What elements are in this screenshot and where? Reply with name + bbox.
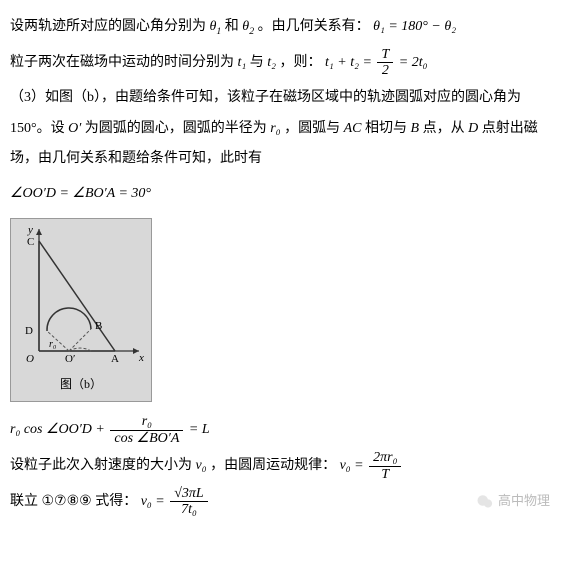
svg-text:C: C: [27, 236, 34, 248]
text: 。由几何关系有：: [258, 19, 370, 34]
fraction: r₀ cos ∠BO′A: [110, 414, 183, 446]
text: 和: [225, 19, 239, 34]
line-6: 设粒子此次入射速度的大小为 v₀ ，由圆周运动规律： v₀ = 2πr₀ T: [10, 450, 554, 482]
fraction: √3πL 7t₀: [170, 486, 207, 518]
fraction: T 2: [377, 47, 393, 79]
equation: ∠OO′D = ∠BO′A = 30°: [10, 186, 151, 201]
svg-text:O′: O′: [65, 353, 75, 365]
text: 粒子两次在磁场中运动的时间分别为: [10, 55, 234, 70]
watermark: 高中物理: [476, 487, 550, 516]
fraction: 2πr₀ T: [369, 450, 401, 482]
line-2: 粒子两次在磁场中运动的时间分别为 t₁ 与 t₂ ，则： t₁ + t₂ = T…: [10, 47, 554, 79]
figure-caption: 图（b）: [11, 369, 151, 401]
line-3: （3）如图（b），由题给条件可知，该粒子在磁场区域中的轨迹圆弧对应的圆心角为 1…: [10, 83, 554, 175]
svg-text:D: D: [25, 325, 33, 337]
watermark-text: 高中物理: [498, 487, 550, 516]
svg-text:y: y: [27, 224, 33, 236]
figure-b: y x C D B O O′ A r₀ 图（b）: [10, 218, 152, 402]
svg-text:r₀: r₀: [49, 339, 57, 350]
svg-text:A: A: [111, 353, 119, 365]
equation: θ₁ = 180° − θ₂: [373, 19, 456, 34]
wechat-icon: [476, 493, 494, 511]
line-4: ∠OO′D = ∠BO′A = 30°: [10, 179, 554, 210]
line-7: 联立 ①⑦⑧⑨ 式得： v₀ = √3πL 7t₀: [10, 486, 554, 518]
svg-text:B: B: [95, 320, 102, 332]
line-5: r₀ cos ∠OO′D + r₀ cos ∠BO′A = L: [10, 414, 554, 446]
text: 设两轨迹所对应的圆心角分别为: [10, 19, 210, 34]
diagram-svg: y x C D B O O′ A r₀: [11, 219, 151, 369]
svg-text:O: O: [26, 353, 34, 365]
line-1: 设两轨迹所对应的圆心角分别为 θ1 和 θ2 。由几何关系有： θ₁ = 180…: [10, 12, 554, 43]
svg-text:x: x: [138, 352, 144, 364]
